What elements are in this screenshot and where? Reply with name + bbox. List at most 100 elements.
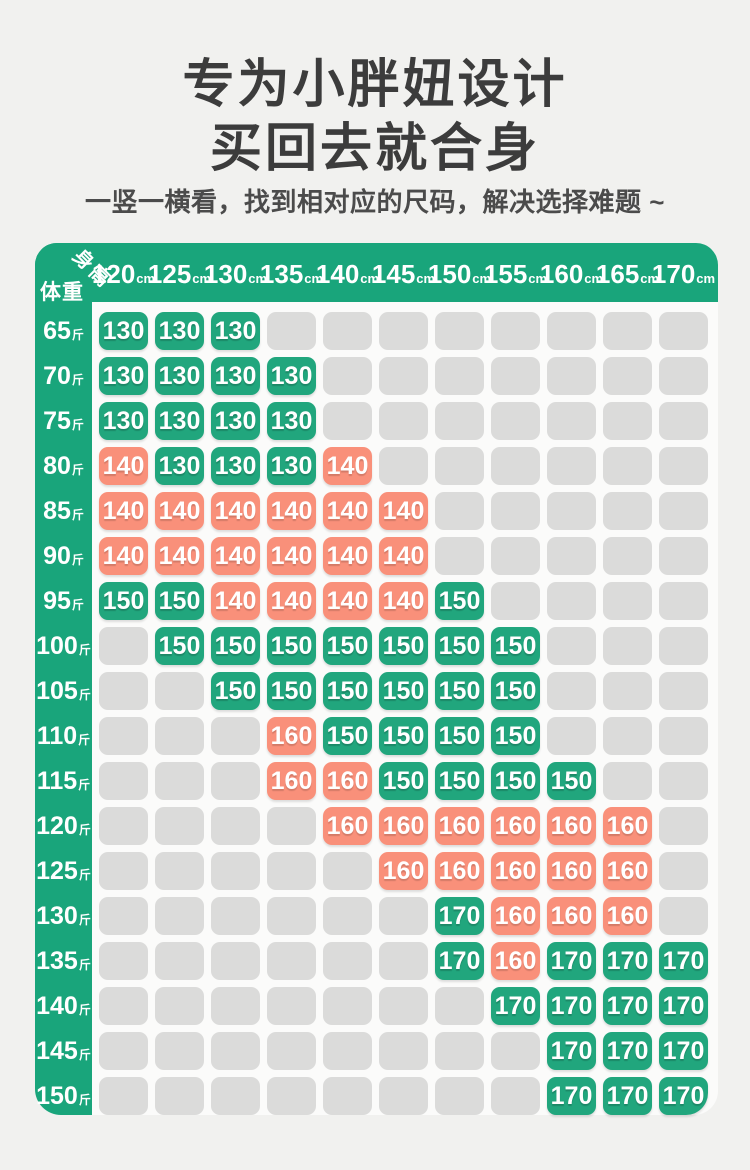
empty-cell <box>659 312 708 350</box>
empty-cell <box>603 402 652 440</box>
size-cell: 130 <box>211 447 260 485</box>
empty-cell <box>659 717 708 755</box>
empty-cell <box>323 942 372 980</box>
label-unit: 斤 <box>78 958 91 972</box>
label-unit: 斤 <box>71 508 84 522</box>
size-cell: 150 <box>267 672 316 710</box>
size-cell: 170 <box>491 987 540 1025</box>
empty-cell <box>547 312 596 350</box>
empty-cell <box>491 1032 540 1070</box>
column-header-height: 150 cm <box>428 259 491 290</box>
label-unit: cm <box>640 271 660 286</box>
label-value: 115 <box>36 767 78 795</box>
size-cell: 160 <box>547 897 596 935</box>
label-unit: 斤 <box>71 418 84 432</box>
empty-cell <box>323 402 372 440</box>
size-cell: 150 <box>379 762 428 800</box>
empty-cell <box>547 357 596 395</box>
label-unit: 斤 <box>78 778 91 792</box>
size-cell: 150 <box>99 582 148 620</box>
label-value: 150 <box>427 259 472 289</box>
size-cell: 130 <box>155 402 204 440</box>
empty-cell <box>211 1032 260 1070</box>
label-unit: 斤 <box>71 373 84 387</box>
size-cell: 130 <box>99 312 148 350</box>
label-unit: 斤 <box>78 823 91 837</box>
size-cell: 150 <box>435 717 484 755</box>
size-cell: 150 <box>267 627 316 665</box>
empty-cell <box>211 942 260 980</box>
empty-cell <box>155 807 204 845</box>
empty-cell <box>547 537 596 575</box>
empty-cell <box>659 357 708 395</box>
size-cell: 140 <box>267 582 316 620</box>
label-value: 125 <box>36 857 78 885</box>
row-header-weight: 150 斤 <box>35 1077 92 1115</box>
label-unit: 斤 <box>78 913 91 927</box>
size-cell: 150 <box>491 762 540 800</box>
empty-cell <box>323 357 372 395</box>
empty-cell <box>99 807 148 845</box>
empty-cell <box>99 897 148 935</box>
empty-cell <box>323 852 372 890</box>
size-cell: 140 <box>267 537 316 575</box>
size-cell: 160 <box>323 807 372 845</box>
empty-cell <box>99 672 148 710</box>
label-unit: 斤 <box>78 688 91 702</box>
size-cell: 160 <box>491 942 540 980</box>
label-unit: 斤 <box>71 553 84 567</box>
size-cell: 170 <box>435 942 484 980</box>
row-header-weight: 105 斤 <box>35 672 92 710</box>
label-value: 140 <box>315 259 360 289</box>
empty-cell <box>211 987 260 1025</box>
size-cell: 150 <box>491 717 540 755</box>
size-cell: 130 <box>267 357 316 395</box>
empty-cell <box>603 357 652 395</box>
size-cell: 150 <box>435 582 484 620</box>
empty-cell <box>379 897 428 935</box>
size-cell: 170 <box>659 1032 708 1070</box>
empty-cell <box>491 582 540 620</box>
empty-cell <box>603 537 652 575</box>
label-unit: 斤 <box>78 733 91 747</box>
empty-cell <box>99 627 148 665</box>
label-value: 140 <box>36 992 78 1020</box>
label-value: 65 <box>43 317 71 345</box>
empty-cell <box>491 312 540 350</box>
row-header-weight: 130 斤 <box>35 897 92 935</box>
size-cell: 140 <box>211 492 260 530</box>
label-value: 155 <box>483 259 528 289</box>
size-cell: 150 <box>435 672 484 710</box>
size-cell: 150 <box>435 627 484 665</box>
empty-cell <box>211 897 260 935</box>
empty-cell <box>155 897 204 935</box>
row-header-weight: 65 斤 <box>35 312 92 350</box>
size-cell: 170 <box>603 1032 652 1070</box>
label-unit: 斤 <box>71 463 84 477</box>
label-value: 130 <box>203 259 248 289</box>
size-cell: 140 <box>379 582 428 620</box>
empty-cell <box>547 447 596 485</box>
empty-cell <box>211 807 260 845</box>
empty-cell <box>547 717 596 755</box>
row-header-weight: 85 斤 <box>35 492 92 530</box>
label-unit: cm <box>528 271 548 286</box>
empty-cell <box>99 852 148 890</box>
empty-cell <box>379 942 428 980</box>
size-cell: 130 <box>155 312 204 350</box>
height-header-band <box>35 243 718 302</box>
empty-cell <box>603 447 652 485</box>
size-cell: 140 <box>211 582 260 620</box>
size-cell: 170 <box>659 942 708 980</box>
empty-cell <box>211 852 260 890</box>
empty-cell <box>435 987 484 1025</box>
empty-cell <box>323 312 372 350</box>
label-value: 135 <box>259 259 304 289</box>
empty-cell <box>435 312 484 350</box>
empty-cell <box>99 1032 148 1070</box>
empty-cell <box>267 1077 316 1115</box>
empty-cell <box>211 762 260 800</box>
label-value: 75 <box>43 407 71 435</box>
size-cell: 150 <box>323 717 372 755</box>
